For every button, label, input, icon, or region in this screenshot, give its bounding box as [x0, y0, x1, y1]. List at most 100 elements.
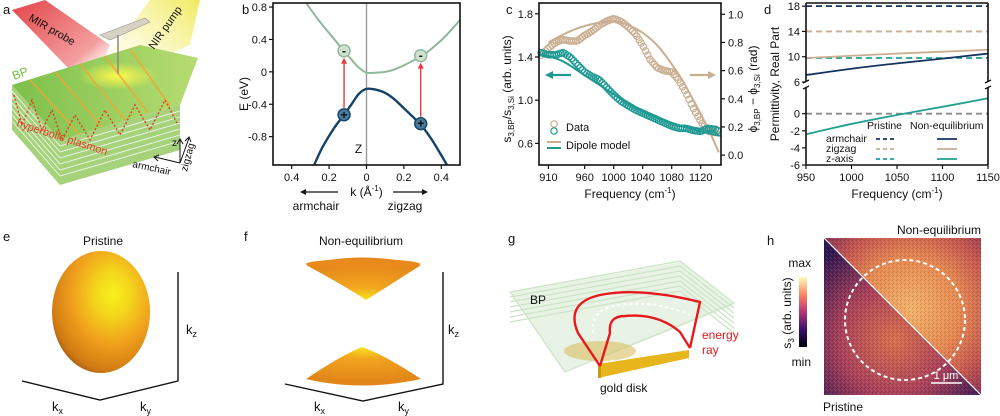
- c-legend-data-marker-amp: [550, 127, 558, 135]
- g-bp-label: BP: [530, 293, 546, 307]
- h-colorbar: [799, 277, 807, 347]
- c-series-2-marker: [572, 59, 580, 67]
- b-xtick-label-2: 0: [363, 172, 369, 184]
- b-hole-marker-1: [414, 116, 428, 131]
- d-xtick-label-0: 950: [797, 172, 815, 184]
- panel-label-b: b: [242, 2, 250, 17]
- f-kx-label: kx: [314, 399, 326, 416]
- c-ytick-right-label-2: 0.4: [728, 94, 743, 106]
- c-xtick-label-3: 1040: [630, 172, 654, 184]
- d-ylabel: Permittivity, Real Part: [768, 26, 782, 141]
- b-conduction-band: [305, 3, 460, 75]
- g-dashed-arc: [591, 302, 691, 334]
- f-title: Non-equilibrium: [319, 234, 403, 248]
- c-xtick-label-4: 1080: [659, 172, 683, 184]
- h-colorbar-max: max: [788, 256, 811, 270]
- d-legend-row-armchair: armchair: [826, 133, 867, 145]
- panel-label-d: d: [764, 2, 772, 17]
- c-right-axis-arrowhead: [708, 71, 716, 79]
- c-series-0-marker: [643, 51, 652, 59]
- d-series-4: [805, 52, 989, 76]
- h-colorbar-label: s3 (arb. units): [780, 277, 796, 348]
- d-axis-break-mark-1a: [984, 79, 992, 84]
- energy-ray: [573, 291, 702, 367]
- d-legend-col-nonequilibrium: Non-equilibrium: [910, 120, 984, 132]
- d-xtick-label-2: 1050: [885, 172, 909, 184]
- e-kx-label: kx: [52, 399, 64, 416]
- b-hole-sign-1: +: [417, 117, 424, 131]
- b-electron-marker-0: [337, 44, 351, 58]
- c-legend-model-label: Dipole model: [566, 140, 630, 152]
- gold-disk: [598, 350, 689, 378]
- b-ytick-label-0: 0.8: [252, 2, 267, 14]
- mir-probe-beam: [12, 0, 110, 80]
- c-xtick-label-0: 910: [539, 172, 557, 184]
- c-series-0-marker: [570, 37, 578, 45]
- f-kz-label: kz: [448, 322, 460, 339]
- panel-label-e: e: [3, 229, 11, 244]
- f-axes: [284, 272, 444, 402]
- c-series-2-marker: [596, 76, 604, 85]
- b-valence-band: [313, 87, 448, 165]
- d-series-5: [805, 48, 989, 59]
- b-transition-arrowhead-0: [341, 57, 348, 64]
- g-energy-label: energy: [702, 328, 739, 342]
- b-transition-arrowhead-1: [417, 62, 424, 69]
- e-title: Pristine: [83, 234, 123, 248]
- c-ytick-left-label-1: 1.0: [518, 95, 533, 107]
- c-left-axis-arrowhead: [545, 71, 553, 79]
- h-dashed-disk-outline: [844, 259, 966, 381]
- d-axis-break-mark-0b: [802, 85, 810, 90]
- b-armchair-label: armchair: [293, 199, 340, 213]
- c-ytick-left-label-2: 1.4: [518, 52, 533, 64]
- b-ytick-label-1: 0.4: [252, 34, 267, 46]
- c-axes-frame: [538, 2, 722, 166]
- bp-label: BP: [10, 64, 30, 83]
- b-ytick-label-4: -0.8: [248, 132, 267, 144]
- h-diagonal-divider: [823, 237, 982, 396]
- d-ytick-upper-label-2: 14: [788, 26, 800, 38]
- c-ytick-left-label-3: 1.8: [518, 9, 533, 21]
- b-hole-marker-0: [337, 108, 351, 122]
- d-ytick-upper-label-0: 6: [794, 77, 800, 89]
- d-ytick-lower-label-0: -6: [790, 160, 800, 172]
- panel-label-c: c: [506, 2, 513, 17]
- c-xtick-label-1: 960: [576, 172, 594, 184]
- c-series-0-marker: [628, 27, 637, 35]
- d-xtick-label-1: 1000: [839, 172, 863, 184]
- b-armchair-arrowhead: [300, 189, 306, 195]
- g-gold-disk-label: gold disk: [600, 381, 648, 395]
- d-series-6: [805, 97, 989, 136]
- e-ellipsoid: [52, 251, 150, 373]
- c-ylabel-left: s3,BP/s3,Si (arb. units): [500, 35, 516, 142]
- d-ytick-lower-label-1: -4: [790, 143, 800, 155]
- c-xtick-label-2: 1000: [601, 172, 625, 184]
- b-zigzag-arrowhead: [422, 189, 428, 195]
- f-lower-hyperboloid: [306, 347, 421, 386]
- h-bottom-label: Pristine: [823, 400, 863, 414]
- b-xtick-label-0: 0.4: [284, 172, 299, 184]
- b-ytick-label-2: 0: [261, 67, 267, 79]
- c-series-0-marker: [689, 104, 698, 113]
- c-series-2-marker: [609, 90, 617, 98]
- d-xtick-label-4: 1150: [976, 172, 1000, 184]
- c-series-0-marker: [641, 47, 650, 55]
- c-series-2-marker: [574, 61, 582, 70]
- c-ytick-right-label-4: 0.8: [728, 37, 743, 49]
- c-ytick-right-label-5: 1.0: [728, 9, 743, 21]
- h-scale-bar-label: 1 μm: [934, 370, 959, 382]
- panel-label-h: h: [767, 233, 775, 248]
- c-legend-data-label: Data: [566, 122, 590, 134]
- b-z-point-label: Z: [355, 142, 362, 156]
- c-xlabel: Frequency (cm-1): [584, 186, 675, 201]
- d-ytick-lower-label-2: -2: [790, 126, 800, 138]
- c-ytick-left-label-0: 0.6: [518, 138, 533, 150]
- c-ytick-right-label-0: 0.0: [728, 150, 743, 162]
- g-ray-label: ray: [702, 343, 719, 357]
